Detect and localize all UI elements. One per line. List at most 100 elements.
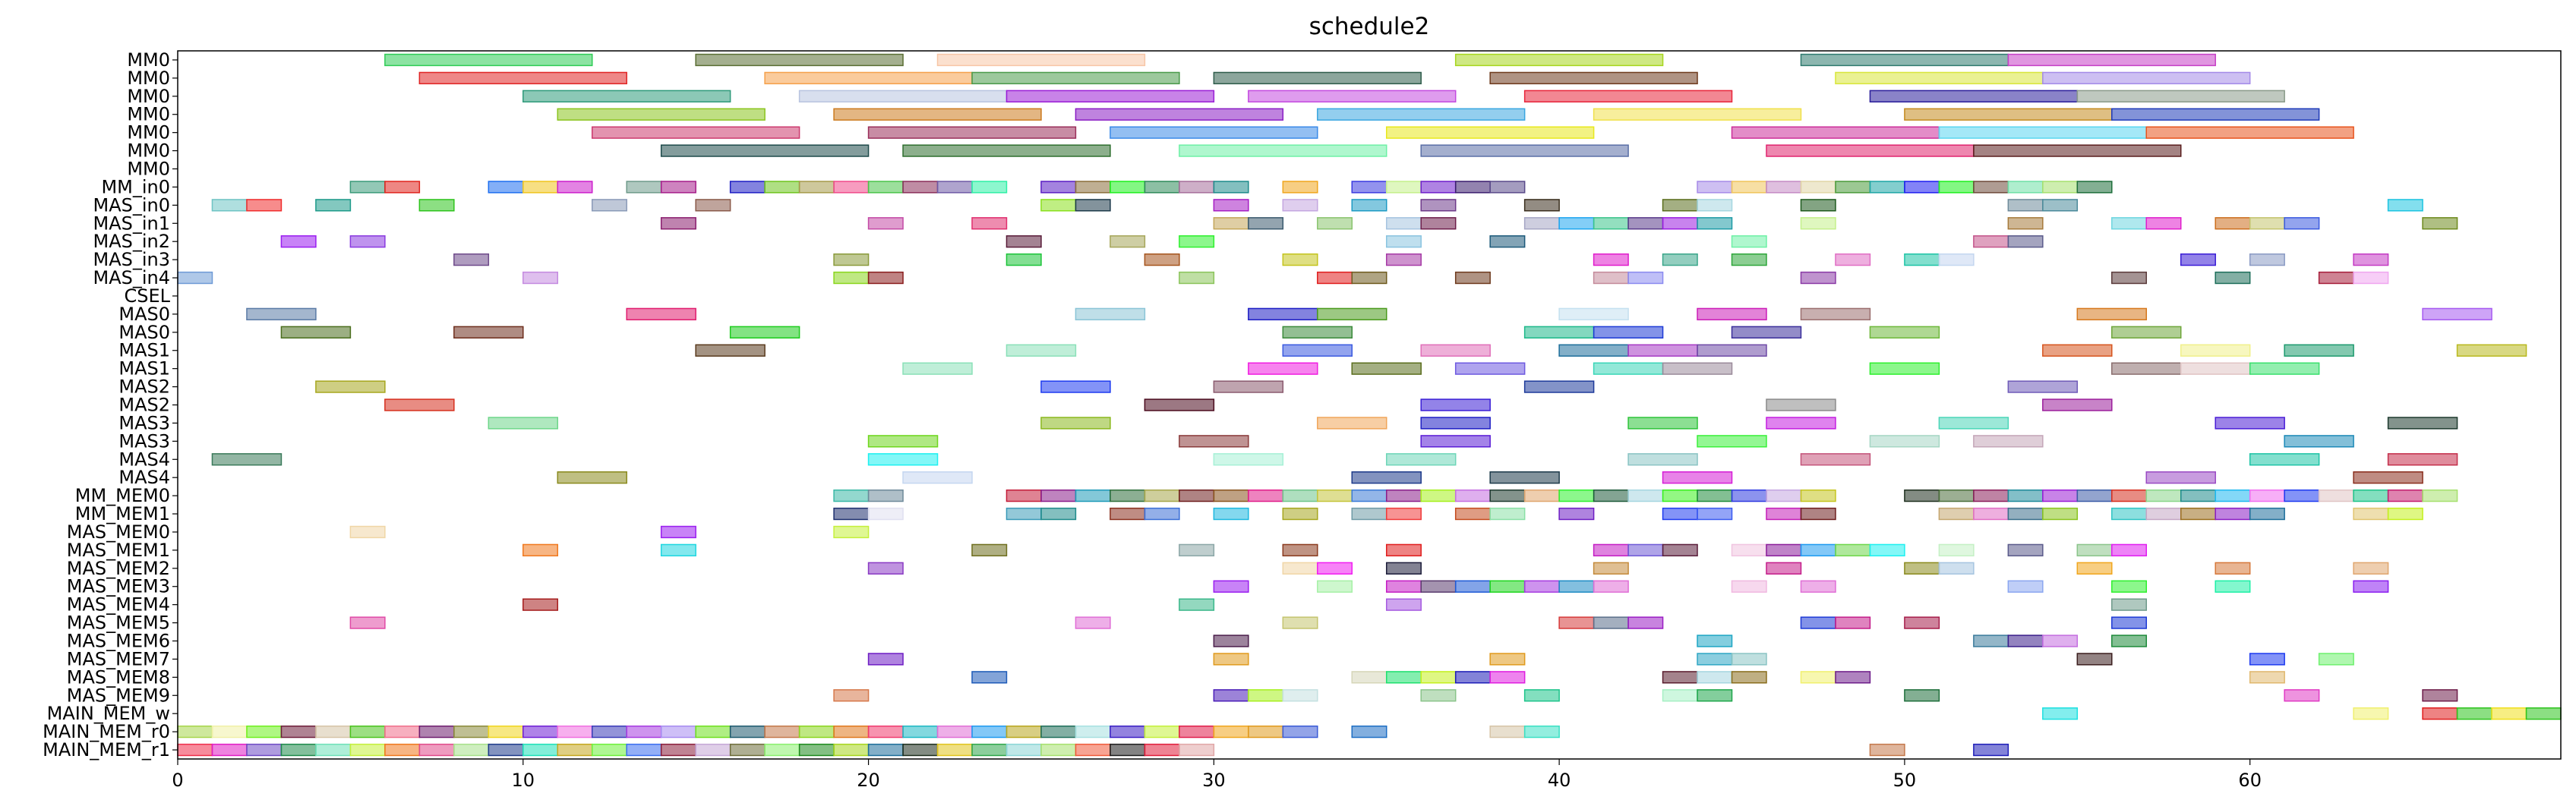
task-bar [2353, 271, 2389, 285]
task-bar [1075, 181, 1111, 194]
task-bar [2318, 653, 2354, 666]
task-bar [1248, 90, 1457, 102]
task-bar [2284, 435, 2354, 448]
task-bar [1110, 181, 1146, 194]
task-bar [2215, 507, 2251, 521]
x-tick-label: 0 [172, 770, 183, 791]
task-bar [1938, 562, 1975, 575]
task-bar [1558, 344, 1629, 357]
task-bar [867, 435, 939, 448]
task-bar [1731, 253, 1767, 266]
task-bar [418, 743, 455, 757]
task-bar [1385, 489, 1422, 502]
task-bar [1938, 253, 1975, 266]
task-bar [1385, 543, 1422, 557]
task-bar [1697, 435, 1767, 448]
task-bar [1869, 181, 1905, 194]
task-bar [2422, 217, 2458, 230]
task-bar [1420, 181, 1457, 194]
task-bar [1213, 635, 1249, 647]
task-bar [1420, 344, 1491, 357]
task-bar [591, 126, 800, 139]
task-bar [246, 725, 283, 738]
y-axis: MM0MM0MM0MM0MM0MM0MM0MM_in0MAS_in0MAS_in… [43, 49, 178, 760]
task-bar [1282, 253, 1318, 266]
task-bar [1627, 271, 1664, 285]
task-bar [1800, 181, 1836, 194]
task-bar [1766, 398, 1836, 411]
task-bar [695, 53, 904, 67]
task-bar [1558, 489, 1595, 502]
task-bar [1593, 326, 1664, 339]
task-bar [1420, 144, 1629, 157]
y-tick-label: MAS_in2 [93, 231, 170, 252]
task-bar [349, 725, 386, 738]
task-bar [2111, 580, 2148, 593]
task-bar [2215, 271, 2251, 285]
task-bar [1385, 671, 1422, 684]
task-bar [971, 181, 1008, 194]
task-bar [1005, 344, 1077, 357]
task-bar [798, 725, 835, 738]
task-bar [867, 453, 939, 466]
task-bar [1938, 507, 1975, 521]
task-bar [2007, 635, 2044, 647]
task-bar [2042, 635, 2079, 647]
task-bar [2007, 580, 2044, 593]
task-bar [1766, 562, 1802, 575]
task-bar [1523, 725, 1560, 738]
task-bar [2007, 53, 2216, 67]
task-bar [1731, 126, 1940, 139]
y-tick-label: MAS0 [118, 304, 170, 325]
task-bar [1282, 199, 1318, 212]
task-bar [2145, 471, 2216, 484]
y-tick-label: MM0 [127, 140, 170, 162]
task-bar [488, 417, 559, 430]
task-bar [1627, 489, 1664, 502]
task-bar [1800, 507, 1836, 521]
task-bar [1835, 616, 1871, 629]
task-bar [1489, 671, 1526, 684]
task-bar [2215, 562, 2251, 575]
task-bar [2249, 217, 2285, 230]
task-bar [2249, 489, 2285, 502]
task-bar [1385, 562, 1422, 575]
task-bar [2284, 689, 2320, 702]
task-bar [2111, 326, 2182, 339]
task-bar [349, 743, 386, 757]
task-bar [1938, 126, 2148, 139]
task-bar [2422, 707, 2458, 720]
task-bar [1179, 543, 1215, 557]
task-bar [833, 507, 870, 521]
task-bar [2076, 181, 2113, 194]
task-bar [1454, 507, 1491, 521]
task-bar [2145, 126, 2354, 139]
x-tick-label: 50 [1893, 770, 1917, 791]
task-bar [1040, 199, 1077, 212]
task-bar [2111, 598, 2148, 611]
task-bar [1213, 725, 1249, 738]
task-bar [522, 743, 559, 757]
y-tick-label: MM0 [127, 159, 170, 180]
y-tick-label: MM0 [127, 104, 170, 125]
task-bar [1351, 725, 1387, 738]
task-bar [1454, 580, 1491, 593]
task-bar [1973, 435, 2044, 448]
task-bar [1904, 562, 1940, 575]
task-bar [2007, 235, 2044, 248]
y-tick-label: MM0 [127, 122, 170, 143]
task-bar [2284, 344, 2354, 357]
task-bar [2249, 507, 2285, 521]
task-bar [660, 181, 696, 194]
x-tick-label: 10 [512, 770, 535, 791]
task-bar [1248, 725, 1284, 738]
task-bar [2111, 489, 2148, 502]
task-bar [522, 271, 559, 285]
task-bar [1697, 507, 1733, 521]
y-tick-label: MM_MEM1 [75, 503, 170, 524]
task-bar [1075, 743, 1111, 757]
task-bar [660, 525, 696, 539]
task-bar [1385, 217, 1422, 230]
task-bar [1800, 271, 1836, 285]
task-bar [522, 725, 559, 738]
